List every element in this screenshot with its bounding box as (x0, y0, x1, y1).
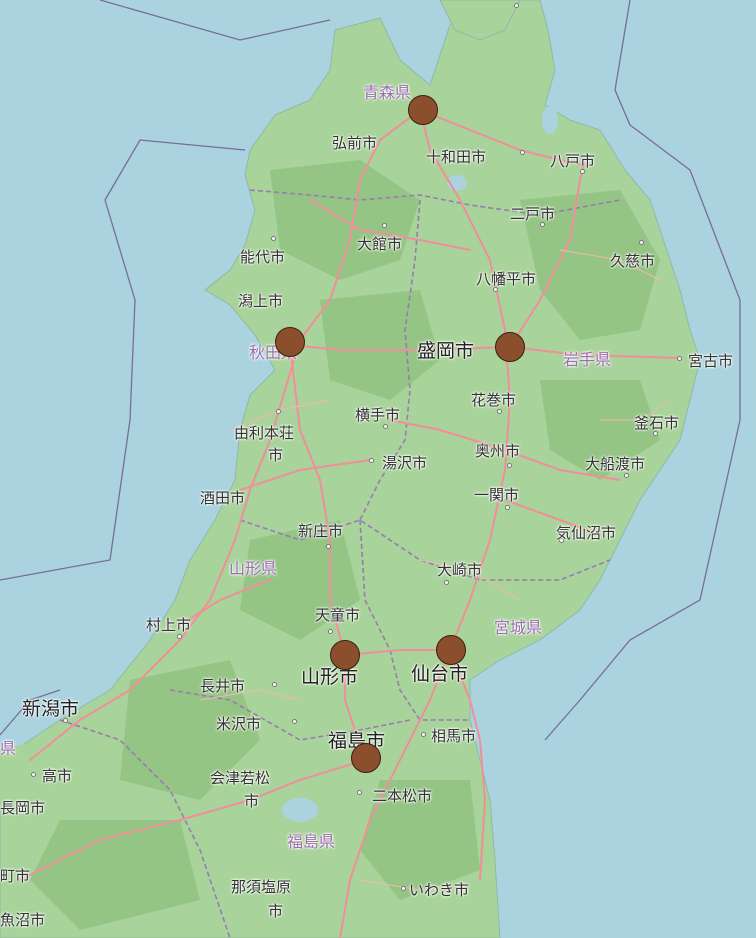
city-label-hachinohe: 八戸市 (550, 152, 596, 170)
city-label-hirosaki: 弘前市 (332, 134, 378, 152)
town-dot (444, 580, 449, 585)
prefecture-label-miyagi: 宮城県 (494, 618, 543, 637)
town-dot (540, 222, 545, 227)
city-label-kamaishi: 釜石市 (634, 414, 680, 432)
city-label-sakata: 酒田市 (200, 489, 246, 507)
city-label-katagami: 潟上市 (238, 292, 284, 310)
city-label-nagai: 長井市 (200, 677, 246, 695)
town-dot (497, 409, 502, 414)
town-dot (505, 505, 510, 510)
town-dot (292, 719, 297, 724)
marker-akita[interactable] (275, 327, 305, 357)
town-dot (272, 682, 277, 687)
city-label-osaki: 大崎市 (437, 561, 483, 579)
coast-land (0, 740, 40, 810)
marker-fukushima[interactable] (351, 743, 381, 773)
city-label-miyako: 宮古市 (688, 352, 734, 370)
town-dot (357, 790, 362, 795)
city-label-uonuma: 魚沼市 (0, 911, 46, 929)
town-dot (63, 718, 68, 723)
city-label-niigata: 新潟市 (22, 698, 80, 720)
town-dot (31, 772, 36, 777)
city-label-murakami: 村上市 (146, 616, 192, 634)
town-dot (383, 424, 388, 429)
town-dot (677, 356, 682, 361)
marker-yamagata[interactable] (330, 640, 360, 670)
marker-sendai[interactable] (436, 635, 466, 665)
town-dot (326, 544, 331, 549)
town-dot (624, 473, 629, 478)
city-label-yonezawa: 米沢市 (216, 715, 262, 733)
city-label-yokote: 横手市 (355, 406, 401, 424)
town-dot (421, 732, 426, 737)
roads (19, 109, 681, 938)
city-label-nagaoka: 長岡市 (0, 799, 46, 817)
town-dot (271, 236, 276, 241)
town-dot (580, 169, 585, 174)
town-dot (520, 150, 525, 155)
prefecture-label-fukushima: 福島県 (287, 832, 336, 851)
town-dot (177, 634, 182, 639)
city-label-iwaki: いわき市 (409, 881, 470, 899)
city-label-towada: 十和田市 (426, 148, 487, 166)
prefecture-label-aomori: 青森県 (363, 83, 412, 102)
town-dot (639, 240, 644, 245)
maritime-boundary-line (544, 0, 741, 741)
city-label-edge-1: 高市 (42, 767, 73, 785)
city-label-kuji: 久慈市 (610, 252, 656, 270)
prefecture-boundaries (59, 189, 621, 938)
prefecture-label-edge: 県 (0, 739, 17, 758)
prefecture-label-yamagata: 山形県 (229, 559, 278, 578)
maritime-boundary-line (99, 0, 331, 41)
city-label-yurihonjo-suffix: 市 (268, 446, 284, 464)
city-label-soma: 相馬市 (431, 727, 477, 745)
city-label-ofunato: 大船渡市 (585, 455, 646, 473)
town-dot (653, 431, 658, 436)
town-dot (328, 629, 333, 634)
maritime-boundary-line (0, 139, 246, 581)
city-label-tendo: 天童市 (315, 606, 361, 624)
city-label-hachimantai: 八幡平市 (476, 270, 537, 288)
lake (542, 106, 558, 134)
town-dot (559, 538, 564, 543)
city-label-shinjo: 新庄市 (298, 522, 344, 540)
lake (282, 798, 318, 822)
city-label-nasushiobara: 那須塩原 (231, 878, 292, 896)
city-label-nasushiobara-suffix: 市 (268, 902, 284, 920)
town-dot (514, 3, 519, 8)
city-label-yamagata: 山形市 (301, 666, 359, 688)
city-label-ichinoseki: 一関市 (474, 486, 520, 504)
city-label-nihonmatsu: 二本松市 (372, 787, 433, 805)
town-dot (493, 287, 498, 292)
city-label-odate: 大館市 (357, 235, 403, 253)
town-dot (507, 463, 512, 468)
city-label-hanamaki: 花巻市 (471, 391, 517, 409)
peninsula-land (439, 0, 521, 41)
marker-aomori[interactable] (408, 95, 438, 125)
town-dot (369, 458, 374, 463)
city-label-noshiro: 能代市 (240, 248, 286, 266)
prefecture-label-iwate: 岩手県 (563, 350, 612, 369)
city-label-oshu: 奥州市 (475, 442, 521, 460)
city-label-yurihonjo: 由利本荘 (234, 424, 295, 442)
city-label-morioka: 盛岡市 (417, 340, 475, 362)
marker-morioka[interactable] (495, 332, 525, 362)
city-label-sendai: 仙台市 (411, 663, 469, 685)
maritime-boundary-line (0, 689, 61, 736)
city-label-edge-2: 町市 (0, 867, 31, 885)
city-label-kesennuma: 気仙沼市 (556, 524, 617, 542)
city-label-aizuwakamatsu-suffix: 市 (244, 792, 260, 810)
city-label-aizuwakamatsu: 会津若松 (210, 769, 271, 787)
city-label-ninohe: 二戸市 (510, 205, 556, 223)
town-dot (382, 223, 387, 228)
town-dot (401, 886, 406, 891)
town-dot (276, 409, 281, 414)
city-label-yuzawa: 湯沢市 (382, 454, 428, 472)
